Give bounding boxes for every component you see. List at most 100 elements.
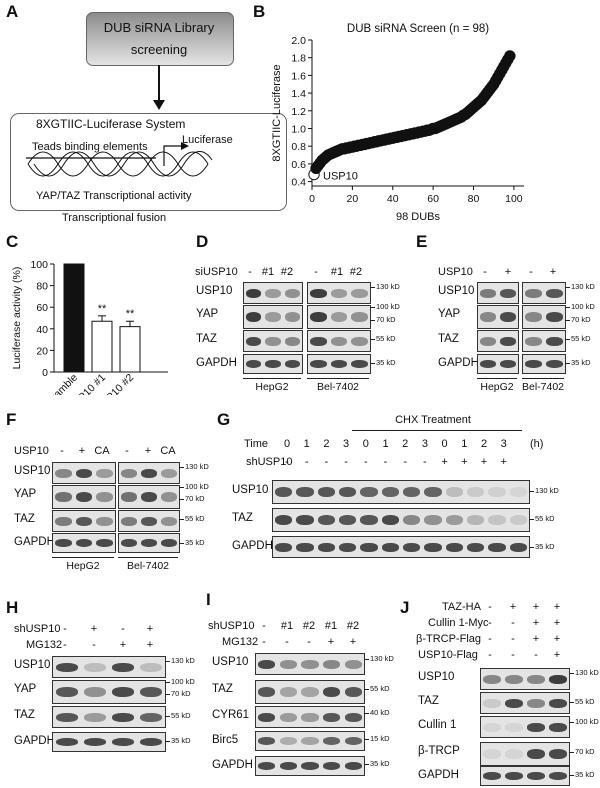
d-mw70-label: 70 kD [376, 315, 396, 324]
c-ytick-label-2: 40 [36, 324, 48, 336]
f-lane-5: CA [160, 445, 176, 457]
b-ytick-label-7: 1.8 [291, 53, 306, 65]
g-1-band-7 [424, 515, 442, 525]
i-3-band-1 [279, 736, 298, 746]
j-c3-lane-3: + [553, 633, 561, 645]
dub-library-box-title: DUB siRNA Library screening [103, 20, 215, 57]
i-c1-lane-4: #2 [346, 620, 360, 632]
j-1-row-label: TAZ [418, 695, 439, 707]
h-0-row-label: USP10 [14, 659, 51, 671]
d-lane-1: #1 [261, 266, 275, 278]
i-3-band-2 [301, 736, 319, 746]
e-hepg2-2-band-1 [500, 336, 516, 346]
dub-screen-scatter-chart: DUB siRNA Screen (n = 98) 0.4 0.6 0.8 1.0 1.2… [271, 23, 524, 223]
d-hepg2-2-band-2 [284, 336, 301, 346]
g-time-lane-10: 2 [480, 438, 488, 450]
g-1-row-label: TAZ [232, 512, 253, 524]
d-mw55-label: 55 kD [376, 334, 396, 343]
i-1-band-1 [279, 687, 298, 697]
d-hepg2-0-band-2 [284, 288, 301, 298]
g-time-lane-8: 0 [441, 438, 448, 450]
j-c4-lane-0: - [488, 649, 492, 661]
h-2-band-0 [55, 712, 79, 722]
f-bel-3-band-2 [161, 538, 177, 548]
c-sig-1: ** [98, 303, 107, 315]
i-mw40-label: 40 kD [370, 708, 390, 717]
h-c2-lane-2: + [119, 639, 127, 651]
i-0-band-0 [258, 659, 276, 669]
f-hepg2-2-band-1 [75, 516, 93, 526]
f-mw35-label: 35 kD [185, 538, 205, 547]
f-mw70-tick [179, 499, 184, 500]
b-xtick-label-1: 20 [347, 193, 359, 205]
b-point-97 [504, 50, 516, 62]
h-c1-lane-1: + [90, 623, 98, 635]
d-mw55-tick [370, 339, 375, 340]
i-c1-lane-0: - [262, 620, 266, 632]
g-time-lane-1: 1 [303, 438, 310, 450]
g-sh-lane-4: - [363, 456, 368, 468]
g-0-blot [272, 480, 530, 504]
j-cond-label-3: USP10-Flag [418, 649, 478, 661]
e-bel-1-band-1 [546, 312, 563, 322]
b-xtick-label-3: 60 [427, 193, 439, 205]
d-lane-2: #2 [280, 266, 294, 278]
g-2-band-5 [381, 542, 399, 552]
f-cell-bel7402: Bel-7402 [126, 560, 170, 572]
e-lane-header: USP10 [438, 266, 473, 278]
f-bel-1-band-1 [141, 492, 157, 502]
h-2-band-1 [83, 712, 107, 722]
h-2-band-3 [139, 712, 163, 722]
i-4-band-4 [344, 761, 362, 771]
chx-treatment-label: CHX Treatment [395, 414, 471, 426]
g-2-band-9 [467, 542, 485, 552]
i-2-blot [255, 706, 365, 728]
g-time-lane-4: 0 [362, 438, 369, 450]
d-mw35-label: 35 kD [376, 358, 396, 367]
e-mw55-label: 55 kD [571, 334, 591, 343]
b-ytick-label-4: 1.2 [291, 106, 306, 118]
h-mw100-tick [165, 682, 170, 683]
transcriptional-fusion-label: Transcriptional fusion [62, 212, 167, 224]
f-mw130-label: 130 kD [185, 462, 209, 471]
d-bel-0-blot [307, 282, 371, 304]
i-c2-lane-2: - [307, 636, 311, 648]
e-mw55-tick [565, 339, 570, 340]
h-c1-lane-0: - [63, 623, 67, 635]
g-0-band-4 [360, 487, 378, 497]
e-bel-2-blot [522, 330, 566, 352]
b-xtick-label-4: 80 [468, 193, 480, 205]
f-hepg2-3-blot [52, 533, 116, 553]
panel-label-b: B [253, 2, 266, 21]
i-cond-label-1: MG132 [222, 636, 259, 648]
e-mw100-label: 100 kD [571, 302, 595, 311]
d-hepg2-2-blot [243, 330, 303, 352]
d-cell-bel7402: Bel-7402 [316, 381, 360, 393]
g-mw130-tick [529, 491, 534, 492]
e-bel-3-band-0 [525, 359, 542, 369]
i-mw55-label: 55 kD [370, 684, 390, 693]
e-3-row-label: GAPDH [438, 357, 479, 369]
e-hepg2-2-blot [477, 330, 519, 352]
g-sh-lane-5: - [383, 456, 388, 468]
j-3-row-label: β-TRCP [418, 745, 460, 757]
e-lane-3: + [549, 266, 557, 278]
f-hepg2-underline [52, 557, 114, 558]
i-c1-lane-1: #1 [280, 620, 294, 632]
g-1-band-3 [339, 515, 357, 525]
e-bel-1-blot [522, 305, 566, 329]
i-2-row-label: CYR61 [212, 709, 250, 721]
f-hepg2-0-band-2 [96, 468, 113, 478]
j-mw35-label: 35 kD [575, 770, 595, 779]
f-bel-3-band-0 [121, 538, 137, 548]
j-0-band-3 [549, 674, 567, 684]
c-ytick-label-0: 0 [42, 367, 48, 379]
j-cond-label-2: β-TRCP-Flag [416, 633, 481, 645]
e-lane-1: + [504, 266, 512, 278]
e-hepg2-3-blot [477, 354, 519, 374]
j-2-blot [480, 716, 570, 738]
j-c2-lane-1: - [511, 617, 515, 629]
f-mw55-label: 55 kD [185, 514, 205, 523]
i-2-band-2 [301, 712, 319, 722]
j-2-band-1 [505, 722, 523, 732]
